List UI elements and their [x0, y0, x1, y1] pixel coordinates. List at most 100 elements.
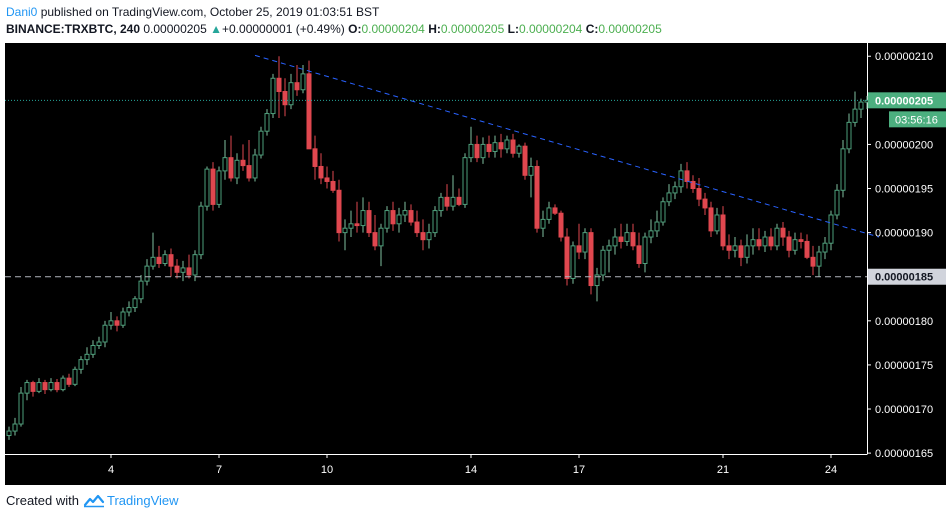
last-price-badge	[868, 92, 946, 109]
candles	[6, 56, 870, 440]
candle-body	[396, 214, 402, 225]
close-value: 0.00000205	[598, 22, 662, 36]
candle-body	[534, 165, 540, 229]
high-label: H:	[428, 22, 441, 36]
candle-body	[210, 168, 216, 205]
candle-body	[852, 108, 858, 123]
candle-body	[36, 382, 42, 392]
last-price: 0.00000205	[143, 22, 207, 36]
low-value: 0.00000204	[518, 22, 583, 36]
candle-body	[150, 256, 156, 267]
candle-body	[546, 207, 552, 220]
candle-body	[636, 245, 642, 264]
price-change: +0.00000001 (+0.49%)	[222, 22, 345, 36]
candle-body	[54, 382, 60, 391]
candle-body	[108, 320, 114, 326]
candle-body	[552, 207, 558, 214]
candle-body	[840, 148, 846, 191]
candle-body	[666, 192, 672, 203]
candle-body	[750, 239, 756, 247]
candle-body	[600, 249, 606, 276]
candle-body	[786, 236, 792, 251]
candle-body	[306, 73, 312, 150]
candle-body	[576, 245, 582, 253]
candle-body	[192, 254, 198, 276]
candle-body	[738, 245, 744, 258]
tradingview-link[interactable]: TradingView	[83, 493, 179, 508]
candle-body	[606, 245, 612, 251]
x-tick-label: 17	[573, 464, 585, 476]
candle-body	[684, 170, 690, 182]
x-tick-label: 4	[108, 464, 114, 476]
candle-body	[804, 240, 810, 258]
candle-body	[78, 359, 84, 370]
candle-body	[858, 101, 864, 110]
candle-body	[132, 298, 138, 309]
published-text: published on TradingView.com, October 25…	[37, 5, 380, 19]
candle-body	[60, 377, 66, 391]
candle-body	[780, 227, 786, 238]
candle-body	[558, 212, 564, 238]
candle-body	[384, 210, 390, 229]
chart-header: Dani0 published on TradingView.com, Octo…	[6, 4, 945, 38]
candle-body	[96, 341, 102, 347]
candle-body	[300, 73, 306, 91]
price-chart[interactable]: 0.00000165 0.00000170 0.00000175 0.00000180…	[5, 43, 946, 485]
candle-body	[846, 121, 852, 150]
x-tick-label: 14	[465, 464, 477, 476]
candle-body	[168, 254, 174, 267]
candle-body	[198, 205, 204, 256]
candle-body	[186, 267, 192, 276]
countdown-label: 03:56:16	[895, 114, 938, 126]
candle-body	[564, 236, 570, 279]
y-tick-label: 0.00000195	[875, 184, 933, 196]
y-tick-label: 0.00000190	[875, 228, 933, 240]
open-label: O:	[348, 22, 362, 36]
candle-body	[594, 274, 600, 287]
candle-body	[618, 236, 624, 242]
candle-body	[348, 223, 354, 229]
support-price-label: 0.00000185	[875, 272, 933, 284]
candle-body	[420, 232, 426, 241]
candle-body	[18, 392, 24, 425]
author-link[interactable]: Dani0	[6, 5, 38, 19]
candle-body	[174, 265, 180, 273]
candle-body	[312, 148, 318, 167]
candle-body	[444, 196, 450, 207]
candle-body	[414, 221, 420, 234]
candle-body	[102, 324, 108, 343]
candle-body	[30, 382, 36, 392]
candle-body	[690, 180, 696, 190]
candle-body	[66, 377, 72, 385]
candle-body	[708, 207, 714, 232]
candle-body	[630, 232, 636, 247]
candle-body	[204, 168, 210, 207]
candle-body	[240, 159, 246, 167]
candle-body	[450, 196, 456, 207]
resistance-trendline	[254, 54, 880, 238]
candle-body	[120, 311, 126, 326]
y-tick-label: 0.00000170	[875, 404, 933, 416]
candle-body	[234, 159, 240, 179]
candle-body	[822, 242, 828, 253]
candle-body	[318, 165, 324, 179]
symbol-name: BINANCE:TRXBTC, 240	[6, 22, 141, 36]
chart-background	[5, 43, 946, 485]
candle-body	[462, 157, 468, 205]
countdown-badge	[889, 111, 946, 128]
candle-body	[540, 218, 546, 229]
tradingview-logo-icon	[83, 494, 105, 507]
candle-body	[714, 214, 720, 232]
candle-body	[798, 239, 804, 242]
candle-body	[810, 256, 816, 267]
publish-info: Dani0 published on TradingView.com, Octo…	[6, 4, 945, 21]
candle-body	[732, 245, 738, 251]
close-label: C:	[585, 22, 599, 36]
support-price-badge	[868, 268, 946, 285]
candle-body	[84, 353, 90, 361]
candle-body	[522, 145, 528, 176]
candle-body	[492, 142, 498, 152]
up-arrow-icon: ▲	[210, 22, 222, 36]
candle-body	[324, 177, 330, 182]
candle-body	[408, 210, 414, 223]
